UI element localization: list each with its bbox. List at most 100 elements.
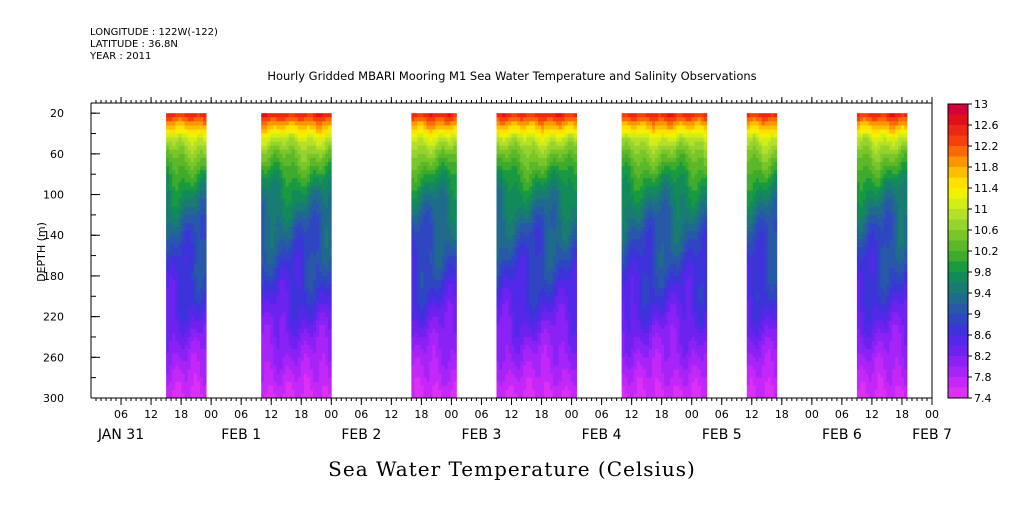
data-cell [520,284,524,289]
data-cell [505,336,509,342]
data-cell [444,210,448,216]
data-cell [411,166,415,171]
data-cell [502,194,506,200]
data-cell [432,170,436,175]
data-cell [267,324,271,330]
data-cell [532,393,536,399]
data-cell [535,125,539,130]
data-cell [264,157,268,163]
data-cell [172,255,176,261]
data-cell [300,300,305,305]
data-cell [276,316,280,322]
data-cell [282,345,286,350]
data-cell [166,117,170,122]
data-cell [322,162,326,167]
data-cell [520,312,524,318]
data-cell [297,361,302,366]
data-cell [435,353,439,358]
data-cell [526,210,530,216]
data-cell [322,316,326,322]
data-cell [303,332,308,338]
data-cell [417,345,421,350]
data-cell [514,263,518,269]
data-cell [282,280,286,285]
data-cell [511,162,515,167]
data-cell [203,341,207,346]
data-cell [193,178,198,183]
data-cell [193,308,198,313]
data-cell [291,320,296,326]
data-cell [426,214,430,220]
data-cell [417,369,421,374]
data-cell [267,227,271,232]
data-cell [282,373,286,379]
data-cell [435,393,439,399]
data-cell [184,373,189,379]
data-cell [420,166,424,171]
data-cell [435,271,439,277]
data-cell [288,206,293,212]
data-cell [190,361,195,366]
data-cell [520,194,524,200]
data-cell [432,251,436,256]
data-cell [328,361,332,366]
data-cell [505,157,509,163]
data-cell [288,186,293,191]
data-cell [261,125,265,130]
data-cell [417,267,421,273]
data-cell [502,259,506,265]
data-cell [423,227,427,232]
data-cell [453,190,457,195]
data-cell [187,341,192,346]
data-cell [297,174,302,179]
data-cell [309,182,314,187]
data-cell [184,353,189,358]
data-cell [538,153,542,159]
data-cell [549,153,554,159]
data-cell [444,157,448,163]
data-cell [552,174,557,179]
data-cell [417,308,421,313]
data-cell [184,316,189,322]
data-cell [529,202,533,208]
data-cell [514,280,518,285]
data-cell [199,198,204,204]
data-cell [441,129,445,134]
data-cell [552,357,557,362]
data-cell [175,223,179,228]
data-cell [328,308,332,313]
data-cell [325,320,329,326]
data-cell [552,170,557,175]
data-cell [319,182,323,187]
data-cell [175,145,179,151]
data-cell [199,227,204,232]
data-cell [319,227,323,232]
data-cell [303,214,308,220]
data-cell [306,218,311,224]
data-cell [285,304,290,309]
data-cell [270,389,274,395]
data-cell [196,214,201,220]
data-cell [511,121,515,126]
data-cell [532,255,536,261]
data-cell [285,373,290,379]
data-cell [441,288,445,293]
data-cell [426,316,430,322]
data-cell [546,369,551,374]
data-cell [303,255,308,261]
data-cell [169,336,173,342]
data-cell [520,300,524,305]
data-cell [438,345,442,350]
data-cell [279,353,283,358]
data-cell [309,186,314,191]
data-cell [535,267,539,273]
data-cell [535,357,539,362]
data-cell [447,393,451,399]
data-cell [523,381,527,387]
data-cell [420,129,424,134]
data-cell [187,166,192,171]
data-cell [282,349,286,354]
data-cell [505,288,509,293]
data-cell [496,328,500,334]
data-cell [444,389,448,395]
